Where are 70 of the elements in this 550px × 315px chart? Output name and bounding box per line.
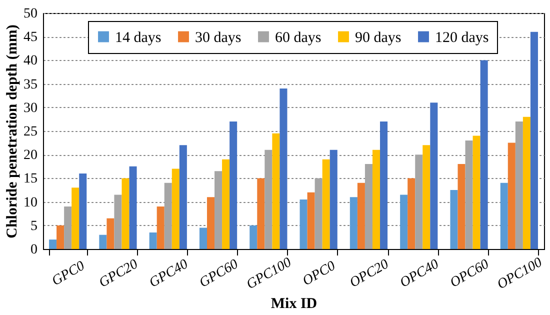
bar xyxy=(472,136,480,249)
y-tick-label: 10 xyxy=(24,195,38,210)
bar xyxy=(264,150,272,249)
y-tick-label: 30 xyxy=(24,100,38,116)
y-tick-label: 0 xyxy=(30,242,38,258)
y-tick-label: 35 xyxy=(24,77,38,92)
x-tick-label: GPC0 xyxy=(50,258,88,290)
bar xyxy=(400,194,408,249)
bar xyxy=(114,194,122,249)
bar xyxy=(530,32,538,249)
y-tick-label: 20 xyxy=(24,148,38,164)
bar xyxy=(350,197,358,249)
bar xyxy=(314,178,322,249)
bar xyxy=(214,171,222,249)
bar xyxy=(222,159,230,249)
bar xyxy=(364,164,372,249)
bar xyxy=(64,206,72,249)
bar xyxy=(450,190,458,249)
bar xyxy=(508,142,516,249)
bar xyxy=(522,116,530,249)
x-tick-label: OPC0 xyxy=(300,258,338,290)
bar xyxy=(480,60,488,249)
bar xyxy=(99,234,107,249)
bar xyxy=(156,206,164,249)
y-tick-label: 5 xyxy=(30,218,38,234)
bar xyxy=(106,218,114,249)
bar xyxy=(199,228,207,249)
bar xyxy=(380,122,388,249)
bar xyxy=(330,150,338,249)
y-tick-label: 45 xyxy=(24,30,38,46)
bar xyxy=(515,122,523,249)
bar xyxy=(49,240,57,249)
bar xyxy=(72,188,80,249)
bar xyxy=(280,88,288,249)
legend-label: 90 days xyxy=(355,30,402,46)
bar xyxy=(250,225,258,249)
bar xyxy=(465,140,473,249)
bar xyxy=(372,150,380,249)
bar xyxy=(172,168,180,249)
y-tick-label: 50 xyxy=(24,6,38,22)
legend-label: 120 days xyxy=(435,30,489,46)
bar xyxy=(415,154,423,249)
bar xyxy=(206,197,215,249)
bar xyxy=(129,166,137,249)
x-axis-title: Mix ID xyxy=(270,296,318,312)
bar xyxy=(430,102,438,249)
bar xyxy=(422,145,430,249)
bar xyxy=(149,232,157,249)
bar xyxy=(257,178,265,249)
bar xyxy=(122,178,130,249)
bar xyxy=(79,173,87,249)
y-axis-title: Chloride penetration depth (mm) xyxy=(4,24,20,238)
bar xyxy=(500,182,508,249)
legend-label: 30 days xyxy=(195,30,242,46)
bar xyxy=(408,178,416,249)
y-tick-label: 25 xyxy=(24,124,38,140)
bar xyxy=(56,225,64,249)
legend-label: 60 days xyxy=(275,30,322,46)
bar xyxy=(164,182,172,249)
bar xyxy=(230,122,238,249)
bar xyxy=(300,199,308,249)
bar xyxy=(179,145,187,249)
bar xyxy=(272,133,280,249)
y-tick-label: 40 xyxy=(24,54,38,69)
bar xyxy=(322,159,330,249)
y-tick-label: 15 xyxy=(24,172,38,187)
bar xyxy=(458,164,466,249)
bar xyxy=(357,182,365,249)
bar xyxy=(307,192,315,249)
legend-label: 14 days xyxy=(115,30,162,46)
